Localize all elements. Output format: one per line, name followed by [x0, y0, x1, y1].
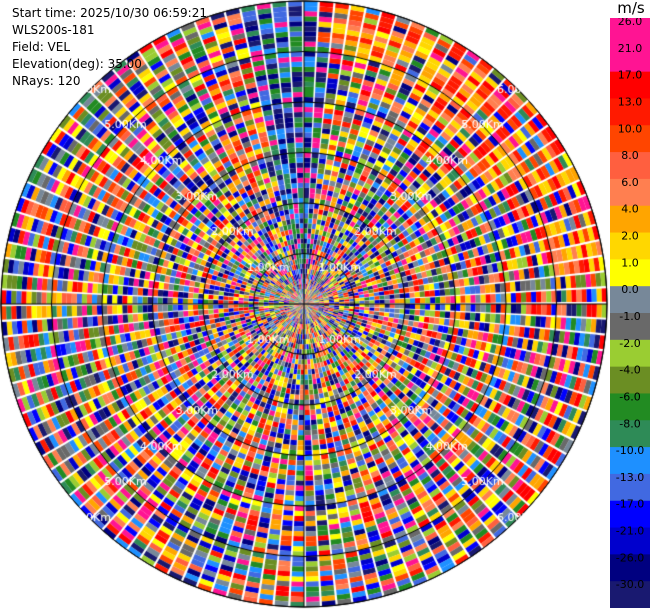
- field-label: Field: VEL: [12, 40, 71, 54]
- colorbar-segment: [610, 581, 650, 608]
- colorbar-segment: [610, 44, 650, 73]
- colorbar-segment: [610, 473, 650, 502]
- colorbar-segment: [610, 259, 650, 287]
- colorbar-segment: [610, 313, 650, 341]
- colorbar-tick-label: -21.0: [616, 525, 644, 538]
- colorbar-tick-label: -1.0: [619, 310, 640, 323]
- colorbar-unit-label: m/s: [617, 0, 645, 17]
- colorbar-tick-label: -17.0: [616, 498, 644, 511]
- colorbar-segment: [610, 420, 650, 448]
- colorbar-segment: [610, 366, 650, 394]
- colorbar-segment: [610, 339, 650, 368]
- colorbar-segment: [610, 500, 650, 529]
- colorbar-segment: [610, 232, 650, 260]
- colorbar-tick-label: -2.0: [619, 337, 640, 350]
- colorbar-tick-label: 1.0: [621, 256, 639, 269]
- nrays-label: NRays: 120: [12, 74, 81, 88]
- colorbar-segment: [610, 393, 650, 421]
- colorbar-tick-label: 8.0: [621, 149, 639, 162]
- colorbar-tick-label: 17.0: [618, 69, 643, 82]
- colorbar-tick-label: -8.0: [619, 417, 640, 430]
- scan-info: Start time: 2025/10/30 06:59:21 WLS200s-…: [12, 5, 207, 90]
- colorbar-tick-label: -4.0: [619, 364, 640, 377]
- colorbar-tick-label: -30.0: [616, 578, 644, 591]
- elevation-label: Elevation(deg): 35.00: [12, 57, 142, 71]
- colorbar-tick-label: 2.0: [621, 230, 639, 243]
- colorbar-segment: [610, 18, 650, 46]
- ppi-velocity-plot: [0, 0, 610, 610]
- colorbar-tick-label: 10.0: [618, 122, 643, 135]
- velocity-colorbar: 26.0 21.0 17.0 13.0 10.0 8.0 6.0 4.0 2.0 1.0 0.0 -1…: [610, 18, 650, 608]
- colorbar-tick-label: 13.0: [618, 95, 643, 108]
- colorbar-segment: [610, 447, 650, 475]
- instrument-label: WLS200s-181: [12, 23, 95, 37]
- colorbar-tick-label: -13.0: [616, 471, 644, 484]
- colorbar-tick-label: 4.0: [621, 203, 639, 216]
- colorbar-tick-label: -26.0: [616, 551, 644, 564]
- colorbar-segment: [610, 71, 650, 99]
- colorbar-segment: [610, 554, 650, 582]
- colorbar-segment: [610, 178, 650, 207]
- start-time-label: Start time: 2025/10/30 06:59:21: [12, 6, 207, 20]
- colorbar-tick-label: 6.0: [621, 176, 639, 189]
- colorbar-segment: [610, 286, 650, 314]
- colorbar-segment: [610, 527, 650, 555]
- colorbar-tick-label: 21.0: [618, 42, 643, 55]
- colorbar-tick-label: -10.0: [616, 444, 644, 457]
- colorbar-segment: [610, 98, 650, 126]
- colorbar-segment: [610, 152, 650, 180]
- colorbar-segment: [610, 125, 650, 153]
- colorbar-tick-label: -6.0: [619, 390, 640, 403]
- colorbar-tick-label: 26.0: [618, 18, 643, 28]
- colorbar-tick-label: 0.0: [621, 283, 639, 296]
- colorbar-segment: [610, 205, 650, 234]
